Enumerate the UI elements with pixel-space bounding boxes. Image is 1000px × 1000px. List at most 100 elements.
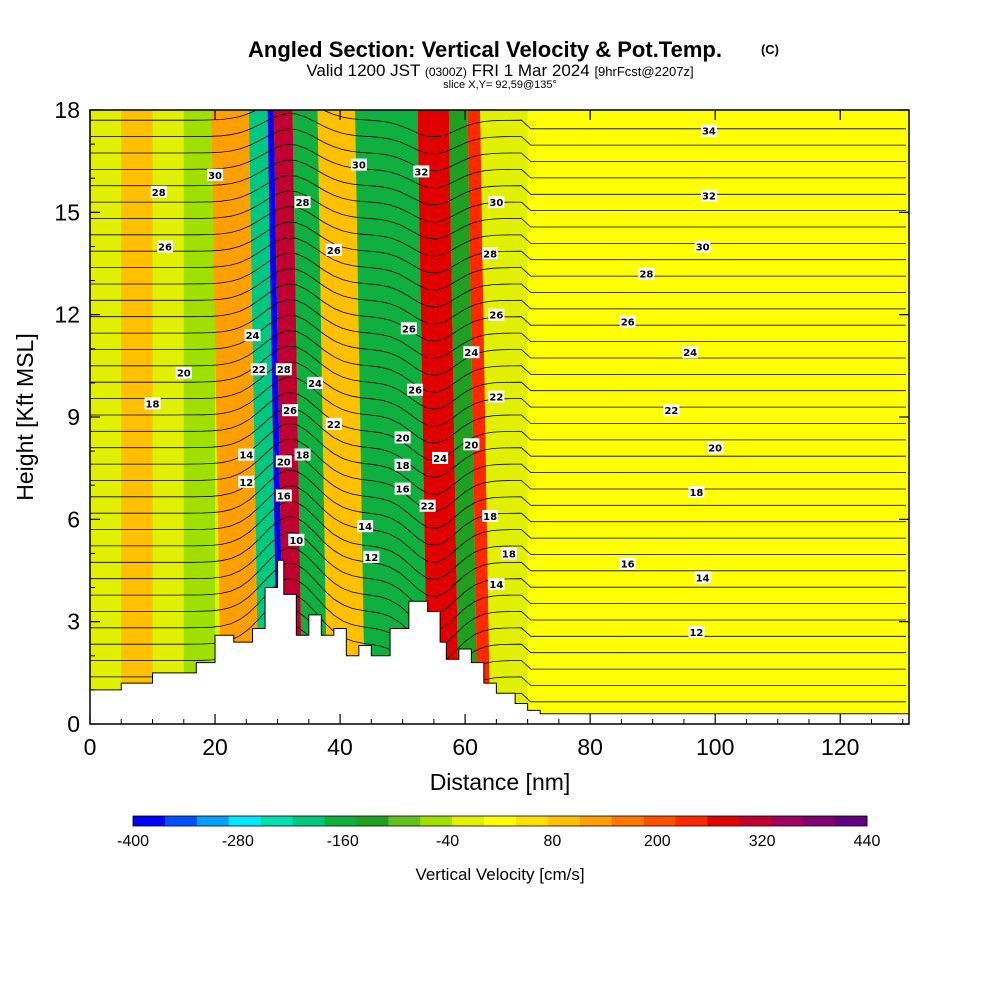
svg-text:12: 12 xyxy=(364,553,378,564)
svg-text:24: 24 xyxy=(308,379,322,390)
theta-contour-line xyxy=(90,159,906,206)
contour-label: 24 xyxy=(682,346,699,359)
y-tick-label: 12 xyxy=(54,302,80,328)
colorbar-swatch xyxy=(611,816,645,826)
theta-contour-line xyxy=(90,206,906,257)
theta-contours xyxy=(90,110,906,724)
svg-text:26: 26 xyxy=(489,311,503,322)
contour-labels: 34 32 30 28 26 24 22 20 18 16 14 12 28 26 30 20 18 24 22 14… xyxy=(144,124,724,639)
svg-text:26: 26 xyxy=(402,324,416,335)
contour-label: 24 xyxy=(244,329,261,342)
x-tick-label: 80 xyxy=(577,734,603,760)
svg-text:28: 28 xyxy=(639,270,653,281)
colorbar-tick-label: -280 xyxy=(222,833,254,850)
chart-title-unit: (C) xyxy=(761,42,779,57)
contour-label: 30 xyxy=(694,240,711,253)
velocity-band xyxy=(527,110,622,724)
svg-text:24: 24 xyxy=(246,331,260,342)
contour-label: 24 xyxy=(432,451,449,465)
x-tick-label: 120 xyxy=(821,734,859,760)
svg-text:26: 26 xyxy=(621,317,635,328)
chart-title: Angled Section: Vertical Velocity & Pot.… xyxy=(248,37,722,62)
contour-label: 22 xyxy=(663,404,680,417)
svg-text:20: 20 xyxy=(177,369,191,380)
svg-text:30: 30 xyxy=(208,171,222,182)
contour-label: 26 xyxy=(282,404,299,417)
colorbar-swatch xyxy=(196,816,230,826)
contour-label: 20 xyxy=(463,438,480,451)
theta-contour-line xyxy=(90,330,906,393)
theta-contour-line xyxy=(90,314,906,376)
svg-text:20: 20 xyxy=(396,433,410,444)
contour-label: 18 xyxy=(688,486,705,499)
contour-label: 28 xyxy=(150,185,167,199)
velocity-band xyxy=(448,110,478,724)
velocity-band xyxy=(121,110,153,724)
colorbar-frame xyxy=(132,815,868,827)
colorbar-swatch xyxy=(133,816,166,826)
colorbar-swatch xyxy=(643,816,677,826)
svg-text:18: 18 xyxy=(502,549,516,560)
colorbar-swatch xyxy=(675,816,708,826)
theta-contour-line xyxy=(90,392,906,461)
colorbar-swatch xyxy=(292,816,325,826)
colorbar: -400 -280 -160 -40 80 200 320 440 xyxy=(117,815,880,850)
x-axis-title: Distance [nm] xyxy=(430,769,571,795)
theta-contour-line xyxy=(90,454,906,529)
velocity-band xyxy=(480,110,528,724)
svg-text:22: 22 xyxy=(489,393,503,404)
svg-text:16: 16 xyxy=(277,491,291,502)
contour-label: 28 xyxy=(482,247,499,260)
velocity-band xyxy=(417,110,459,724)
svg-text:28: 28 xyxy=(152,188,166,199)
contour-label: 16 xyxy=(619,557,636,571)
contour-label: 10 xyxy=(288,533,305,547)
contour-label: 30 xyxy=(488,196,505,209)
contour-label: 22 xyxy=(419,499,436,513)
colorbar-tick-label: -160 xyxy=(327,833,359,850)
colorbar-swatch xyxy=(515,816,549,826)
forecast-tag: [9hrFcst@2207z] xyxy=(594,64,693,79)
colorbar-tick-label: -40 xyxy=(436,833,459,850)
contour-label: 26 xyxy=(400,322,417,335)
x-tick-label: 40 xyxy=(327,734,353,760)
valid-date: FRI 1 Mar 2024 xyxy=(472,61,590,80)
x-tick-label: 20 xyxy=(202,734,228,760)
svg-text:26: 26 xyxy=(327,246,341,257)
contour-label: 26 xyxy=(488,308,505,322)
theta-contour-line xyxy=(90,500,906,580)
svg-text:14: 14 xyxy=(358,522,372,533)
contour-label: 14 xyxy=(238,448,255,462)
contour-label: 18 xyxy=(394,458,411,472)
y-tick-label: 18 xyxy=(54,97,80,123)
svg-text:24: 24 xyxy=(464,348,478,359)
svg-text:24: 24 xyxy=(683,348,697,359)
contour-label: 20 xyxy=(175,366,192,380)
velocity-band xyxy=(248,110,278,724)
svg-text:14: 14 xyxy=(489,580,503,591)
contour-label: 20 xyxy=(275,455,292,468)
colorbar-title: Vertical Velocity [cm/s] xyxy=(415,865,584,884)
theta-contour-line xyxy=(90,268,906,325)
contour-label: 26 xyxy=(407,383,424,397)
contour-label: 34 xyxy=(700,124,717,137)
valid-time: Valid 1200 JST (0300Z) FRI 1 Mar 2024 [9… xyxy=(306,61,693,80)
contour-label: 30 xyxy=(207,168,224,182)
theta-contour-line xyxy=(90,423,906,495)
contour-label: 26 xyxy=(619,315,636,328)
contour-label: 20 xyxy=(394,431,411,444)
theta-contour-line xyxy=(90,516,906,597)
svg-text:16: 16 xyxy=(621,560,635,571)
theta-contour-line xyxy=(90,299,906,359)
contour-label: 14 xyxy=(357,520,374,533)
contour-label: 16 xyxy=(394,482,411,496)
svg-text:30: 30 xyxy=(352,161,366,172)
contour-label: 24 xyxy=(463,346,480,359)
contour-label: 12 xyxy=(238,475,255,489)
colorbar-swatch xyxy=(356,816,389,826)
svg-text:28: 28 xyxy=(483,249,497,260)
contour-label: 22 xyxy=(250,363,267,376)
y-tick-label: 3 xyxy=(67,609,80,635)
terrain xyxy=(90,559,909,724)
svg-text:18: 18 xyxy=(396,461,410,472)
